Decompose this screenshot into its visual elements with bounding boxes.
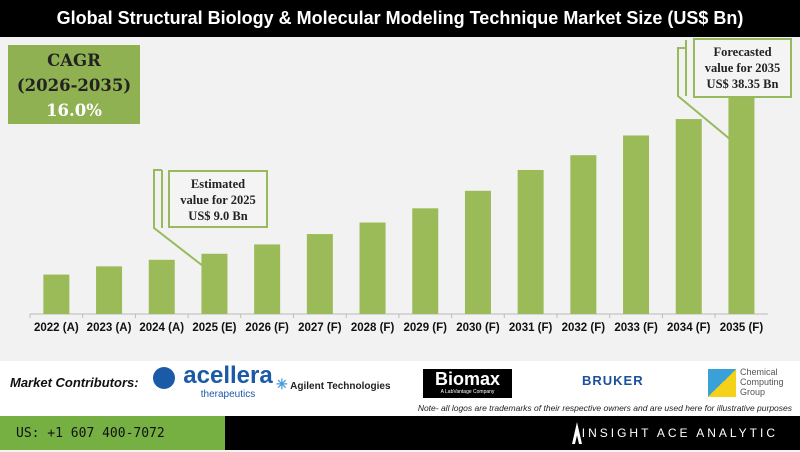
bar [623, 135, 650, 314]
callout-text: US$ 9.0 Bn [188, 209, 248, 223]
bar [306, 234, 333, 314]
callout-text: US$ 38.35 Bn [706, 77, 779, 91]
callout-text: value for 2035 [704, 61, 781, 75]
x-tick-label: 2028 (F) [351, 322, 395, 334]
x-tick-label: 2033 (F) [614, 322, 658, 334]
forecast-callout: Forecasted value for 2035 US$ 38.35 Bn [693, 38, 792, 98]
bar [359, 222, 386, 314]
trademark-note: Note- all logos are trademarks of their … [417, 403, 792, 413]
insight-ace-logo-icon [572, 422, 582, 444]
cagr-label: CAGR [47, 51, 101, 70]
cagr-period: (2026-2035) [16, 76, 132, 95]
biomax-logo: Biomax A LabVantage Company [423, 369, 512, 398]
biomax-text: Biomax [434, 369, 501, 389]
x-tick-label: 2027 (F) [298, 322, 342, 334]
ccg-text: Chemical Computing Group [740, 367, 784, 397]
estimated-callout: Estimated value for 2025 US$ 9.0 Bn [168, 170, 268, 228]
callout-text: value for 2025 [180, 193, 256, 207]
bar-chart: 2022 (A) 2023 (A) 2024 (A) 2025 (E) 2026 (F)… [29, 93, 768, 334]
cagr-value: 16.0% [46, 101, 102, 120]
x-tick-label: 2030 (F) [456, 322, 500, 334]
bar [96, 266, 123, 314]
x-tick-label: 2029 (F) [404, 322, 448, 334]
callout-text: Estimated [190, 177, 246, 191]
biomax-subtext: A LabVantage Company [440, 389, 495, 395]
bar [728, 93, 755, 315]
x-tick-label: 2032 (F) [562, 322, 606, 334]
acellera-logo: acellera therapeutics [183, 362, 273, 400]
bar [148, 259, 175, 314]
bar [675, 119, 702, 314]
bar [570, 155, 597, 314]
footer: US: +1 607 400-7072 INSIGHT ACE ANALYTIC [0, 416, 800, 450]
x-tick-label: 2023 (A) [87, 322, 132, 334]
brand-name: INSIGHT ACE ANALYTIC [581, 426, 778, 440]
x-tick-label: 2034 (F) [667, 322, 711, 334]
agilent-spark-icon: ✳ [276, 376, 288, 392]
x-tick-label: 2024 (A) [139, 322, 184, 334]
bar [201, 253, 228, 314]
agilent-text: Agilent Technologies [290, 381, 391, 392]
bar [254, 244, 281, 314]
phone-number[interactable]: US: +1 607 400-7072 [0, 416, 225, 450]
callout-text: Forecasted [713, 45, 772, 59]
market-contributors: Market Contributors: acellera therapeuti… [0, 361, 800, 416]
x-tick-label: 2026 (F) [245, 322, 289, 334]
cagr-box: CAGR (2026-2035) 16.0% [8, 45, 140, 124]
x-tick-label: 2025 (E) [192, 322, 236, 334]
bruker-logo: BRUKER [582, 373, 644, 388]
bar [43, 274, 70, 314]
x-tick-label: 2022 (A) [34, 322, 79, 334]
acellera-logo-icon [153, 367, 175, 389]
bar [464, 190, 491, 314]
bar [517, 169, 544, 314]
x-tick-label: 2031 (F) [509, 322, 553, 334]
ccg-logo-icon [708, 369, 736, 397]
contributors-label: Market Contributors: [10, 375, 139, 390]
bar [412, 208, 439, 314]
agilent-logo: ✳ Agilent Technologies [276, 376, 391, 393]
x-tick-label: 2035 (F) [720, 322, 764, 334]
chart-title: Global Structural Biology & Molecular Mo… [0, 0, 800, 37]
